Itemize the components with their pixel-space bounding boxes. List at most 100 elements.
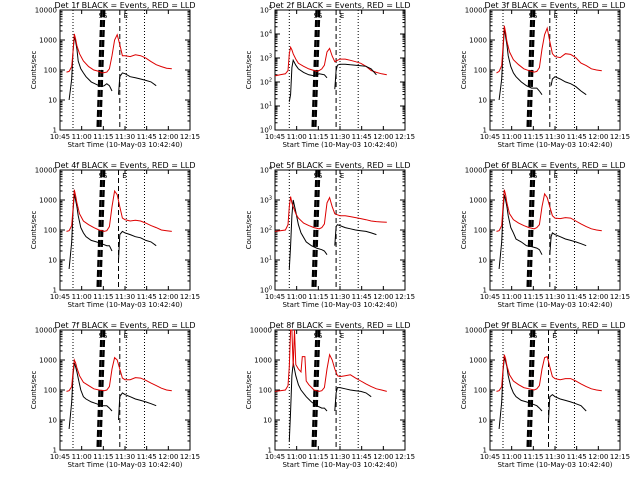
events-series-line: [498, 28, 543, 101]
x-tick-label: 10:45: [50, 293, 70, 301]
lld-series-line: [66, 356, 172, 392]
panel-title: Det 8f BLACK = Events, RED = LLD: [269, 321, 410, 330]
x-tick-label: 12:15: [180, 453, 200, 461]
x-tick-label: 11:30: [545, 453, 565, 461]
events-series-line: [498, 194, 543, 270]
x-tick-label: 11:00: [502, 293, 522, 301]
y-tick-label: 1: [483, 287, 487, 295]
y-axis-label: Counts/sec: [30, 371, 38, 410]
x-tick-label: 12:00: [373, 453, 393, 461]
x-tick-label: 11:30: [115, 293, 135, 301]
y-axis-label: Counts/sec: [30, 211, 38, 250]
events-series-line: [118, 230, 157, 261]
x-tick-label: 11:45: [352, 453, 372, 461]
y-axis-label: Counts/sec: [30, 51, 38, 90]
y-tick-label: 1: [483, 447, 487, 455]
ss-marker-label: SS: [98, 172, 107, 180]
y-tick-label: 101: [260, 256, 272, 265]
chart-panel-8: Det 8f BLACK = Events, RED = LLD 1 10 100 10…: [245, 321, 415, 469]
events-series-line: [288, 58, 328, 102]
e-marker-label: E: [340, 332, 344, 340]
x-tick-label: 11:45: [137, 133, 157, 141]
events-series-line: [549, 232, 587, 255]
x-tick-label: 12:00: [158, 133, 178, 141]
x-tick-label: 11:15: [93, 453, 113, 461]
x-tick-label: 12:15: [180, 293, 200, 301]
x-axis-label: Start Time (10-May-03 10:42:40): [282, 301, 397, 309]
x-tick-label: 10:45: [480, 293, 500, 301]
y-tick-label: 1: [483, 127, 487, 135]
ss-marker-line: [311, 169, 318, 291]
ss-marker-label: SS: [528, 172, 537, 180]
x-tick-label: 11:00: [287, 453, 307, 461]
x-tick-label: 12:15: [180, 133, 200, 141]
x-tick-label: 11:45: [137, 293, 157, 301]
x-tick-label: 11:00: [502, 133, 522, 141]
x-tick-label: 11:30: [115, 453, 135, 461]
events-series-line: [498, 357, 543, 430]
x-axis-label: Start Time (10-May-03 10:42:40): [282, 461, 397, 469]
chart-panel-9: Det 9f BLACK = Events, RED = LLD 1 10 100 10…: [460, 321, 630, 469]
lld-series-line: [496, 25, 602, 74]
x-tick-label: 11:15: [523, 453, 543, 461]
y-tick-label: 10000: [465, 167, 487, 175]
panel-title: Det 9f BLACK = Events, RED = LLD: [484, 321, 625, 330]
ss-marker-line: [98, 169, 106, 291]
x-tick-label: 12:00: [588, 133, 608, 141]
x-tick-label: 11:30: [115, 133, 135, 141]
x-tick-label: 10:45: [50, 453, 70, 461]
panel-title: Det 3f BLACK = Events, RED = LLD: [484, 1, 625, 10]
chart-panel-4: Det 4f BLACK = Events, RED = LLD 1 10 100 10…: [30, 161, 200, 309]
lld-series-line: [496, 189, 602, 232]
y-tick-label: 100: [260, 126, 272, 135]
chart-panel-2: Det 2f BLACK = Events, RED = LLD 100 101 10…: [245, 1, 415, 149]
x-tick-label: 12:00: [158, 293, 178, 301]
events-series-line: [118, 72, 157, 95]
ss-marker-label: SS: [313, 332, 322, 340]
x-tick-label: 11:00: [72, 293, 92, 301]
y-tick-label: 100: [474, 227, 487, 235]
e-marker-label: E: [124, 332, 128, 340]
ss-marker-line: [526, 329, 533, 451]
y-tick-label: 1000: [39, 357, 57, 365]
lld-series-line: [274, 329, 387, 392]
y-tick-label: 10: [48, 417, 57, 425]
panel-title: Det 5f BLACK = Events, RED = LLD: [269, 161, 410, 170]
ss-marker-line: [526, 9, 533, 131]
y-tick-label: 100: [44, 67, 57, 75]
e-marker-label: E: [122, 172, 126, 180]
ss-marker-line: [313, 9, 321, 131]
y-tick-label: 100: [474, 67, 487, 75]
plot-frame: [59, 329, 191, 451]
x-tick-label: 12:00: [588, 453, 608, 461]
ss-marker-line: [311, 9, 318, 131]
y-tick-label: 10000: [35, 327, 57, 335]
x-tick-label: 12:15: [395, 453, 415, 461]
x-tick-label: 12:00: [158, 453, 178, 461]
panel-title: Det 1f BLACK = Events, RED = LLD: [54, 1, 195, 10]
x-axis-label: Start Time (10-May-03 10:42:40): [67, 141, 182, 149]
e-marker-label: E: [554, 172, 558, 180]
x-tick-label: 11:15: [93, 293, 113, 301]
y-axis-label: Counts/sec: [245, 51, 253, 90]
y-tick-label: 10: [263, 417, 272, 425]
y-tick-label: 102: [260, 226, 272, 235]
x-tick-label: 10:45: [50, 133, 70, 141]
ss-marker-line: [313, 169, 321, 291]
y-tick-label: 100: [474, 387, 487, 395]
ss-marker-line: [528, 169, 536, 291]
x-tick-label: 10:45: [480, 133, 500, 141]
y-tick-label: 104: [260, 166, 272, 175]
y-tick-label: 1000: [254, 357, 272, 365]
y-tick-label: 101: [260, 102, 272, 111]
lld-series-line: [496, 354, 602, 392]
panel-title: Det 2f BLACK = Events, RED = LLD: [269, 1, 410, 10]
y-tick-label: 10: [478, 97, 487, 105]
x-tick-label: 11:30: [330, 293, 350, 301]
x-tick-label: 10:45: [265, 133, 285, 141]
y-tick-label: 103: [260, 196, 272, 205]
x-tick-label: 11:30: [545, 133, 565, 141]
chart-panel-6: Det 6f BLACK = Events, RED = LLD 1 10 100 10…: [460, 161, 630, 309]
x-tick-label: 11:15: [308, 133, 328, 141]
y-axis-label: Counts/sec: [460, 211, 468, 250]
